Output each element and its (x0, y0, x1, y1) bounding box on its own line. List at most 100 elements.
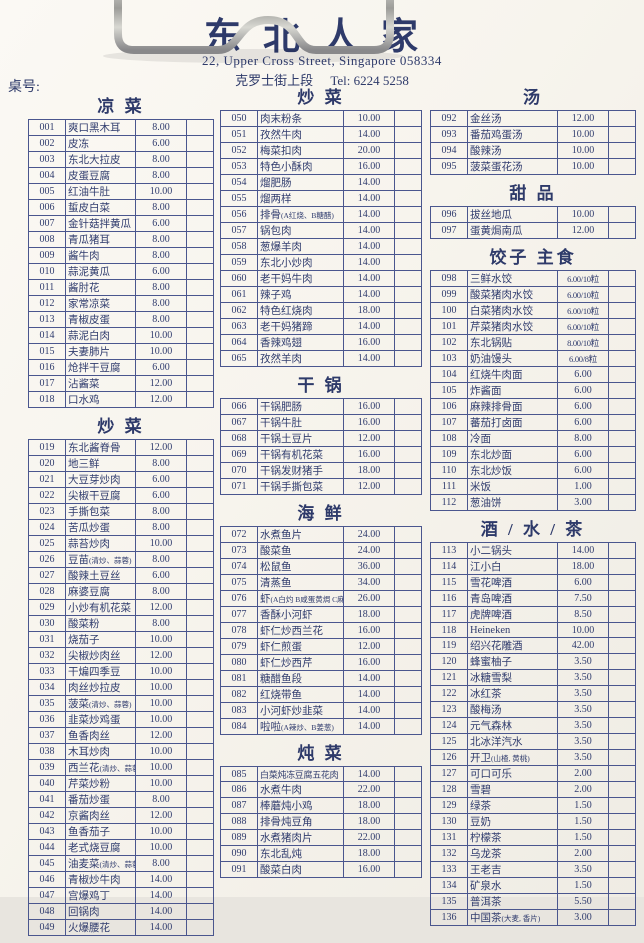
item-price: 10.00 (135, 327, 187, 344)
item-number: 091 (220, 861, 258, 878)
item-name: 虎牌啤酒 (467, 606, 558, 623)
item-qty-cell (608, 781, 636, 798)
menu-item-row: 111 米饭 1.00 (430, 478, 636, 495)
item-price: 18.00 (343, 813, 395, 830)
item-qty-cell (394, 414, 422, 431)
item-number: 058 (220, 238, 258, 255)
menu-item-row: 099 酸菜猪肉水饺 6.00/10粒 (430, 286, 636, 303)
item-number: 056 (220, 206, 258, 223)
item-number: 098 (430, 270, 468, 287)
menu-item-row: 089 水煮猪肉片 22.00 (220, 829, 422, 846)
item-qty-cell (394, 430, 422, 447)
item-qty-cell (186, 471, 214, 488)
item-number: 135 (430, 893, 468, 910)
item-number: 035 (28, 695, 66, 712)
item-price: 6.00 (557, 398, 609, 415)
item-price: 16.00 (343, 861, 395, 878)
item-name: 小河虾炒韭菜 (257, 702, 344, 719)
item-price: 6.00 (557, 382, 609, 399)
menu-item-row: 059 东北小炒肉 14.00 (220, 254, 422, 271)
item-qty-cell (186, 327, 214, 344)
item-name: 啦啦(A辣炒、B姜葱) (257, 718, 344, 735)
item-qty-cell (394, 606, 422, 623)
item-qty-cell (608, 765, 636, 782)
item-qty-cell (186, 487, 214, 504)
item-number: 108 (430, 430, 468, 447)
item-qty-cell (394, 829, 422, 846)
menu-item-row: 018 口水鸡 12.00 (28, 391, 214, 408)
item-qty-cell (394, 670, 422, 687)
menu-item-row: 046 青椒炒牛肉 14.00 (28, 871, 214, 888)
item-price: 16.00 (343, 446, 395, 463)
menu-item-row: 133 王老吉 3.50 (430, 861, 636, 878)
item-name: 奶油馒头 (467, 350, 558, 367)
menu-item-row: 112 葱油饼 3.00 (430, 494, 636, 511)
section-title: 炒 菜 (297, 88, 345, 107)
menu-item-row: 087 棒蘑炖小鸡 18.00 (220, 797, 422, 814)
item-price: 12.00 (135, 391, 187, 408)
item-qty-cell (608, 733, 636, 750)
item-name: 青椒皮蛋 (65, 311, 136, 328)
item-name: 豆苗(清炒、蒜蓉) (65, 551, 136, 568)
item-name: 虾(A白灼 B咸蛋黄焗 C麻辣) (257, 590, 344, 607)
item-name: 回锅肉 (65, 903, 136, 920)
item-price: 12.00 (135, 727, 187, 744)
section-title: 炒 菜 (97, 417, 145, 436)
item-number: 082 (220, 686, 258, 703)
item-price: 8.00 (135, 151, 187, 168)
item-price: 6.00 (557, 462, 609, 479)
item-price: 3.50 (557, 717, 609, 734)
menu-item-row: 124 元气森林 3.50 (430, 717, 636, 734)
item-price: 5.50 (557, 893, 609, 910)
menu-item-row: 037 鱼香肉丝 12.00 (28, 727, 214, 744)
section-title: 干 锅 (297, 376, 345, 395)
item-name: 青瓜猪耳 (65, 231, 136, 248)
item-name: 菠菜(清炒、蒜蓉) (65, 695, 136, 712)
item-name: 鱼香茄子 (65, 823, 136, 840)
menu-item-row: 068 干锅土豆片 12.00 (220, 430, 422, 447)
item-name: 西兰花(清炒、蒜蓉) (65, 759, 136, 776)
item-qty-cell (186, 855, 214, 872)
item-price: 10.00 (135, 743, 187, 760)
item-name: 炸酱面 (467, 382, 558, 399)
item-name: 老干妈猪蹄 (257, 318, 344, 335)
item-qty-cell (186, 119, 214, 136)
item-name: 酸菜猪肉水饺 (467, 286, 558, 303)
item-name: 蒜苔炒肉 (65, 535, 136, 552)
item-price: 10.00 (557, 158, 609, 175)
item-qty-cell (608, 797, 636, 814)
menu-item-row: 104 红烧牛肉面 6.00 (430, 366, 636, 383)
item-price: 3.00 (557, 909, 609, 926)
item-price: 10.00 (557, 206, 609, 223)
item-qty-cell (186, 359, 214, 376)
item-price: 8.00 (135, 615, 187, 632)
item-name: 可口可乐 (467, 765, 558, 782)
menu-table: 072 水煮鱼片 24.00 073 酸菜鱼 24.00 074 松鼠鱼 36.00 075 清蒸鱼… (220, 526, 422, 735)
item-qty-cell (394, 206, 422, 223)
item-name: 东北小炒肉 (257, 254, 344, 271)
item-price: 14.00 (343, 222, 395, 239)
item-number: 043 (28, 823, 66, 840)
item-name: 口水鸡 (65, 391, 136, 408)
menu-table: 066 干锅肥肠 16.00 067 干锅牛肚 16.00 068 干锅土豆片 12.00 069… (220, 398, 422, 495)
section-title: 甜 品 (509, 184, 557, 203)
item-price: 10.00 (557, 142, 609, 159)
item-number: 012 (28, 295, 66, 312)
item-price: 14.00 (343, 238, 395, 255)
item-name: 干锅手撕包菜 (257, 478, 344, 495)
item-price: 26.00 (343, 590, 395, 607)
item-number: 073 (220, 542, 258, 559)
item-number: 040 (28, 775, 66, 792)
item-price: 16.00 (343, 622, 395, 639)
item-qty-cell (394, 861, 422, 878)
menu-item-row: 097 蛋黄焗南瓜 12.00 (430, 222, 636, 239)
item-name: 王老吉 (467, 861, 558, 878)
item-qty-cell (394, 238, 422, 255)
item-price: 10.00 (135, 679, 187, 696)
item-name: 尖椒干豆腐 (65, 487, 136, 504)
item-qty-cell (608, 606, 636, 623)
section-title: 炖 菜 (297, 744, 345, 763)
item-qty-cell (394, 398, 422, 415)
item-name: 苦瓜炒蛋 (65, 519, 136, 536)
item-price: 14.00 (557, 542, 609, 559)
